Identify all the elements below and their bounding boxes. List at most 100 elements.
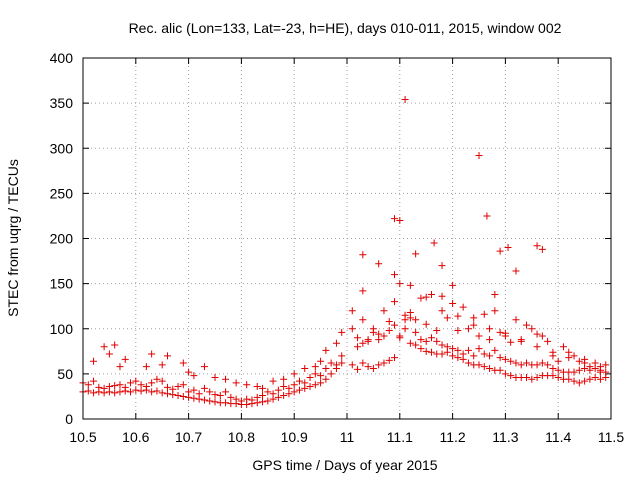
y-tick-label: 200 bbox=[50, 231, 74, 247]
data-point-plus bbox=[253, 383, 261, 391]
data-point-plus bbox=[348, 361, 356, 369]
data-point-plus bbox=[232, 395, 240, 403]
data-point-plus bbox=[401, 311, 409, 319]
data-point-plus bbox=[396, 332, 404, 340]
data-point-plus bbox=[406, 281, 414, 289]
data-point-plus bbox=[575, 357, 583, 365]
data-point-plus bbox=[290, 381, 298, 389]
data-point-plus bbox=[179, 381, 187, 389]
data-point-plus bbox=[327, 370, 335, 378]
data-point-plus bbox=[259, 384, 267, 392]
data-point-plus bbox=[533, 330, 541, 338]
data-point-plus bbox=[528, 325, 536, 333]
data-point-plus bbox=[375, 330, 383, 338]
data-point-plus bbox=[559, 343, 567, 351]
data-point-plus bbox=[327, 359, 335, 367]
data-point-plus bbox=[359, 251, 367, 259]
data-point-plus bbox=[359, 359, 367, 367]
data-point-plus bbox=[480, 363, 488, 371]
data-point-plus bbox=[391, 271, 399, 279]
data-point-plus bbox=[137, 387, 145, 395]
data-point-plus bbox=[391, 321, 399, 329]
data-point-plus bbox=[84, 381, 92, 389]
data-point-plus bbox=[554, 366, 562, 374]
data-point-plus bbox=[153, 387, 161, 395]
data-point-plus bbox=[438, 262, 446, 270]
data-point-plus bbox=[538, 359, 546, 367]
data-point-plus bbox=[586, 375, 594, 383]
data-point-plus bbox=[227, 393, 235, 401]
data-point-plus bbox=[396, 216, 404, 224]
data-point-plus bbox=[195, 390, 203, 398]
data-point-plus bbox=[311, 363, 319, 371]
data-point-plus bbox=[243, 395, 251, 403]
x-tick-label: 11.1 bbox=[387, 429, 413, 445]
data-point-plus bbox=[169, 385, 177, 393]
data-point-plus bbox=[153, 375, 161, 383]
data-point-plus bbox=[449, 281, 457, 289]
data-point-plus bbox=[174, 383, 182, 391]
grid-lines bbox=[83, 58, 611, 419]
data-point-plus bbox=[364, 363, 372, 371]
data-point-plus bbox=[359, 316, 367, 324]
data-point-plus bbox=[369, 325, 377, 333]
data-point-plus bbox=[427, 290, 435, 298]
x-axis-label: GPS time / Days of year 2015 bbox=[252, 457, 437, 473]
data-point-plus bbox=[285, 384, 293, 392]
y-tick-labels: 0 50 100 150 200 250 300 350 400 bbox=[50, 50, 74, 427]
data-point-plus bbox=[549, 348, 557, 356]
data-point-plus bbox=[454, 346, 462, 354]
data-point-plus bbox=[430, 239, 438, 247]
data-point-plus bbox=[354, 343, 362, 351]
data-point-plus bbox=[507, 372, 515, 380]
data-point-plus bbox=[554, 373, 562, 381]
data-point-plus bbox=[132, 377, 140, 385]
data-point-plus bbox=[222, 375, 230, 383]
data-point-plus bbox=[459, 350, 467, 358]
data-point-plus bbox=[222, 399, 230, 407]
data-point-plus bbox=[412, 316, 420, 324]
data-point-plus bbox=[406, 309, 414, 317]
data-point-plus bbox=[206, 388, 214, 396]
data-point-plus bbox=[264, 388, 272, 396]
data-point-plus bbox=[501, 329, 509, 337]
data-point-plus bbox=[295, 386, 303, 394]
data-point-plus bbox=[438, 341, 446, 349]
data-point-plus bbox=[158, 377, 166, 385]
data-point-plus bbox=[491, 290, 499, 298]
data-point-plus bbox=[422, 347, 430, 355]
data-point-plus bbox=[322, 375, 330, 383]
data-point-plus bbox=[396, 280, 404, 288]
data-point-plus bbox=[470, 321, 478, 329]
data-point-plus bbox=[417, 336, 425, 344]
data-point-plus bbox=[317, 357, 325, 365]
data-point-plus bbox=[359, 339, 367, 347]
data-point-plus bbox=[459, 303, 467, 311]
data-point-plus bbox=[417, 294, 425, 302]
data-point-plus bbox=[491, 346, 499, 354]
data-point-plus bbox=[380, 307, 388, 315]
data-point-plus bbox=[190, 394, 198, 402]
data-point-plus bbox=[475, 151, 483, 159]
data-point-plus bbox=[200, 363, 208, 371]
data-point-plus bbox=[586, 363, 594, 371]
y-tick-label: 350 bbox=[50, 95, 74, 111]
data-point-plus bbox=[380, 332, 388, 340]
data-point-plus bbox=[483, 212, 491, 220]
data-point-plus bbox=[259, 392, 267, 400]
data-point-plus bbox=[401, 325, 409, 333]
data-point-plus bbox=[163, 390, 171, 398]
data-point-plus bbox=[523, 321, 531, 329]
data-point-plus bbox=[111, 389, 119, 397]
data-point-plus bbox=[591, 373, 599, 381]
data-point-plus bbox=[385, 327, 393, 335]
data-point-plus bbox=[158, 361, 166, 369]
data-point-plus bbox=[422, 293, 430, 301]
data-point-plus bbox=[332, 361, 340, 369]
data-point-plus bbox=[264, 397, 272, 405]
data-point-plus bbox=[486, 364, 494, 372]
data-point-plus bbox=[533, 373, 541, 381]
x-tick-label: 10.7 bbox=[175, 429, 202, 445]
data-point-plus bbox=[454, 327, 462, 335]
data-point-plus bbox=[449, 352, 457, 360]
